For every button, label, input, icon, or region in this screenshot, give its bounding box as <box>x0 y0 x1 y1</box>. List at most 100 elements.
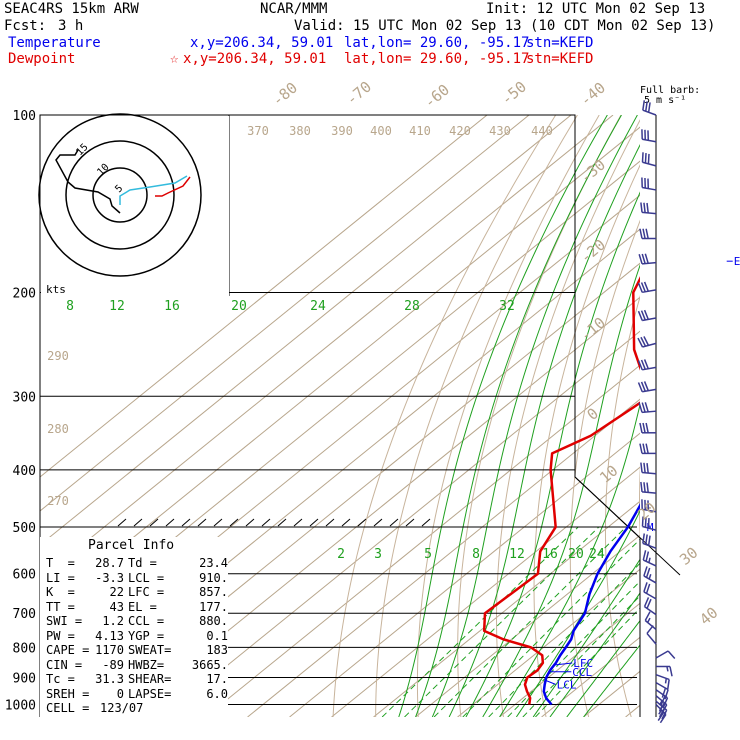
wind-barb-flag <box>640 359 646 370</box>
wind-barb <box>637 336 657 348</box>
level-label: CCL <box>572 666 592 679</box>
wind-barb-flag <box>647 535 651 546</box>
mixing-ratio-lines <box>381 526 640 717</box>
wind-barb-flag <box>646 598 652 609</box>
hodograph-trace-upper-black <box>55 149 121 214</box>
temperature-latlon: lat,lon= 29.60, -95.17 <box>344 35 530 51</box>
parcel-info-cell: 1170 <box>95 643 124 657</box>
theta-label: 380 <box>289 124 311 138</box>
hatch-mark <box>357 518 367 527</box>
wind-barb-flag <box>639 443 643 454</box>
mixing-ratio-label: 2 <box>337 547 345 562</box>
isotherm-label: -60 <box>421 81 453 112</box>
wind-barb-flag <box>641 253 646 264</box>
theta-label: 400 <box>370 124 392 138</box>
parcel-info-cell: CIN = <box>46 657 83 672</box>
theta-label: 280 <box>47 422 69 436</box>
mixing-ratio-line <box>488 562 640 717</box>
wind-barb-flag <box>639 228 643 239</box>
wind-barb-flag <box>646 482 649 493</box>
isotherm-label: 40 <box>696 603 721 628</box>
isotherm-line <box>40 126 640 614</box>
wind-barb-flag <box>637 382 643 393</box>
wind-barb-flag <box>643 597 650 607</box>
wind-barb <box>640 202 657 215</box>
moist-adiabat <box>448 144 640 717</box>
wind-barb-flag <box>643 309 649 320</box>
parcel-info-cell: 22 <box>109 585 124 599</box>
mixing-ratio-line <box>535 607 640 717</box>
mixing-ratio-label: 16 <box>542 547 558 562</box>
wind-barb-flag <box>644 253 649 264</box>
dewpoint-star-icon: ☆ <box>170 51 179 67</box>
dewpoint-latlon: lat,lon= 29.60, -95.17 <box>344 51 530 67</box>
dewpoint-profile <box>482 276 640 705</box>
hatch-mark <box>197 518 207 527</box>
hatch-mark <box>133 518 143 527</box>
parcel-info-cell: LFC = <box>128 585 165 599</box>
parcel-info-cell: LI = <box>46 570 75 585</box>
wind-barb <box>646 625 657 645</box>
wind-barb-flag <box>643 336 650 346</box>
theta-label: 370 <box>247 124 269 138</box>
wind-barb-flag <box>640 336 647 347</box>
parcel-info-cell: 910. <box>199 570 228 585</box>
wind-barb-flag <box>648 574 652 580</box>
barb-legend-1: Full barb: <box>640 85 701 96</box>
wind-barb-flag <box>637 282 643 293</box>
moist-adiabat <box>465 191 640 717</box>
wind-barb <box>639 228 656 240</box>
wind-barb <box>642 550 657 567</box>
mixing-ratio-line <box>404 526 600 717</box>
wind-barb-flag <box>640 202 643 213</box>
wind-barb-staff <box>646 632 657 645</box>
wind-barb <box>641 177 657 191</box>
parcel-info-title: Parcel Info <box>88 538 175 553</box>
level-label: M <box>647 521 654 534</box>
pressure-tick-label: 300 <box>13 390 36 405</box>
wind-barb-flag <box>658 707 666 718</box>
wind-barb-staff <box>655 681 669 691</box>
hatch-mark <box>277 518 287 527</box>
pressure-tick-label: 600 <box>13 568 36 583</box>
init-time: Init: 12 UTC Mon 02 Sep 13 <box>486 1 706 17</box>
wind-barb <box>642 533 657 549</box>
moist-adiabat-label: 16 <box>164 299 180 314</box>
barb-legend-2: 5 m s⁻¹ <box>644 95 687 106</box>
theta-label: 430 <box>489 124 511 138</box>
parcel-info-cell: YGP = <box>128 628 165 643</box>
hodograph-trace-lower <box>155 176 191 197</box>
parcel-info-cell: 28.7 <box>95 556 124 570</box>
wind-barb-flag <box>643 462 646 473</box>
wind-barb-flag <box>667 650 676 659</box>
wind-barb-flag <box>640 462 643 473</box>
moist-adiabat <box>583 644 640 717</box>
wind-barb-staff <box>644 606 657 616</box>
wind-barb <box>643 566 657 584</box>
wind-barb-flag <box>642 550 647 561</box>
hatch-mark <box>389 518 399 527</box>
hatch-mark <box>325 518 335 527</box>
mixing-ratio-label: 3 <box>374 547 382 562</box>
isotherm-line <box>583 670 640 717</box>
parcel-info-cell: 31.3 <box>95 672 124 686</box>
pressure-tick-label: 900 <box>13 672 36 687</box>
mixing-ratio-label: 12 <box>509 547 525 562</box>
pressure-tick-label: 1000 <box>5 699 36 714</box>
valid-time: Valid: 15 UTC Mon 02 Sep 13 (10 CDT Mon … <box>294 18 716 34</box>
wind-barb <box>655 650 676 659</box>
center-label: NCAR/MMM <box>260 1 328 17</box>
wind-barb-flag <box>644 517 647 528</box>
temperature-legend: Temperature <box>8 35 101 51</box>
parcel-info-cell: CAPE = <box>46 643 90 657</box>
isotherm-label: 30 <box>676 543 701 568</box>
dry-adiabat <box>736 115 740 717</box>
pressure-tick-label: 100 <box>13 109 36 124</box>
wind-barb-flag <box>642 228 646 239</box>
wind-barb-flag <box>664 689 669 700</box>
pressure-tick-label: 400 <box>13 464 36 479</box>
moist-adiabat <box>549 592 640 717</box>
parcel-info-cell: -3.3 <box>95 570 124 585</box>
